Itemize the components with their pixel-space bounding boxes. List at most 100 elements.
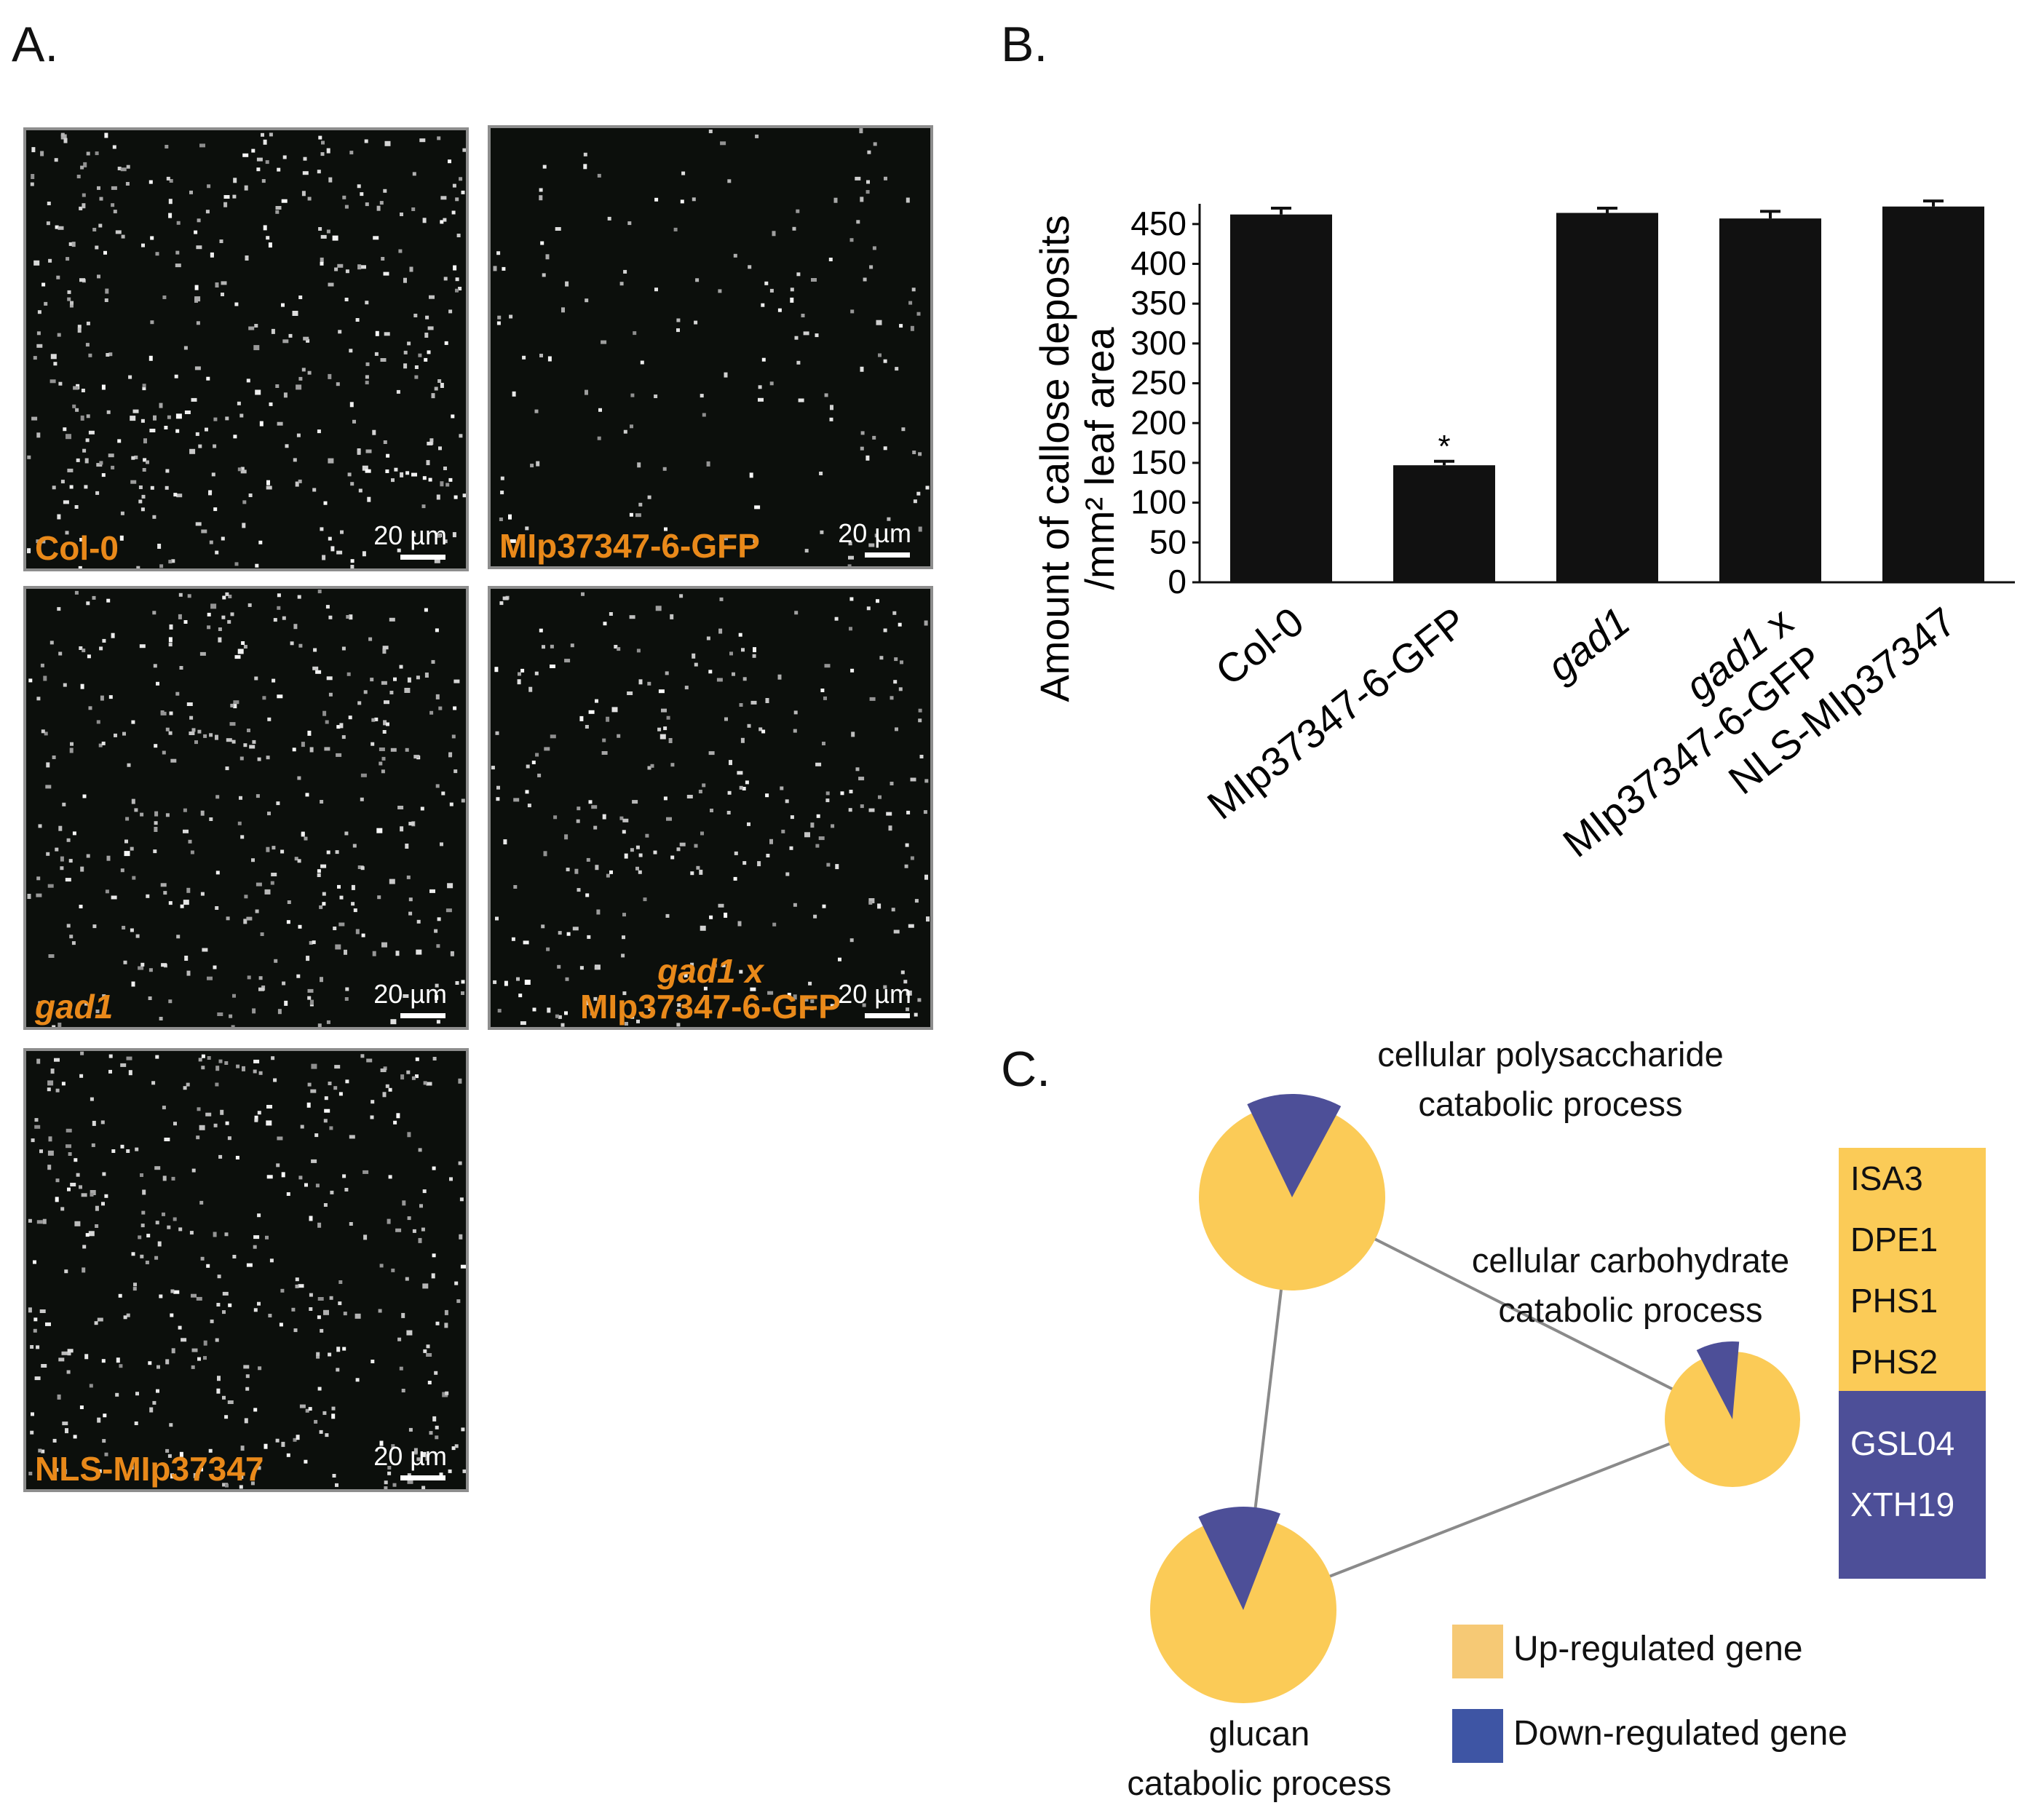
callose-speck [63, 1469, 68, 1475]
callose-speck [178, 1325, 182, 1330]
callose-speck [174, 374, 178, 378]
callose-speck [371, 1100, 375, 1104]
callose-speck [435, 1435, 439, 1440]
callose-speck [102, 1172, 106, 1176]
callose-speck [583, 164, 587, 170]
callose-speck [69, 748, 74, 753]
callose-speck [169, 1423, 173, 1427]
pie-down-slice [1247, 1094, 1342, 1197]
callose-speck [71, 941, 76, 945]
callose-speck [316, 1352, 320, 1356]
callose-speck [535, 753, 539, 757]
callose-speck [502, 266, 506, 271]
callose-speck [292, 311, 298, 316]
callose-speck [654, 394, 658, 398]
callose-speck [263, 139, 267, 145]
callose-speck [355, 318, 360, 322]
callose-speck [226, 916, 230, 921]
callose-speck [564, 834, 569, 840]
callose-speck [539, 354, 543, 357]
callose-speck [534, 409, 539, 413]
callose-speck [183, 808, 187, 812]
callose-speck [363, 1170, 369, 1174]
callose-speck [425, 1454, 429, 1459]
callose-speck [175, 263, 181, 268]
callose-speck [140, 507, 145, 512]
callose-speck [197, 1357, 201, 1361]
callose-speck [168, 999, 173, 1004]
callose-speck [663, 726, 668, 731]
callose-speck [120, 1144, 124, 1149]
callose-speck [294, 857, 298, 861]
callose-speck [304, 836, 308, 841]
callose-speck [397, 806, 404, 809]
callose-speck [694, 844, 698, 848]
callose-speck [362, 551, 366, 557]
callose-speck [749, 472, 753, 478]
callose-speck [906, 810, 911, 814]
callose-speck [79, 905, 83, 908]
callose-speck [154, 821, 158, 825]
callose-speck [57, 514, 61, 520]
callose-speck [452, 532, 456, 538]
callose-speck [131, 456, 135, 460]
callose-speck [50, 1068, 55, 1074]
callose-speck [309, 1216, 313, 1221]
callose-speck [237, 467, 242, 472]
callose-speck [88, 706, 92, 710]
callose-speck [413, 755, 420, 759]
callose-speck [860, 197, 864, 202]
callose-speck [413, 314, 418, 317]
callose-speck [266, 846, 270, 852]
callose-speck [277, 1136, 283, 1141]
callose-speck [100, 695, 104, 701]
callose-speck [224, 1232, 229, 1237]
callose-speck [508, 514, 512, 520]
callose-speck [781, 829, 785, 833]
callose-speck [405, 471, 410, 475]
callose-speck [255, 563, 259, 568]
callose-speck [412, 533, 416, 537]
callose-speck [336, 1368, 340, 1372]
callose-speck [427, 1381, 432, 1384]
callose-speck [281, 1441, 285, 1447]
callose-speck [307, 996, 312, 1000]
callose-speck [647, 495, 651, 499]
callose-speck [46, 762, 50, 768]
callose-speck [213, 1123, 218, 1127]
callose-speck [338, 330, 342, 334]
gene-isa3: ISA3 [1850, 1159, 1923, 1197]
callose-speck [234, 655, 241, 659]
callose-speck [169, 711, 173, 715]
callose-speck [298, 643, 303, 648]
callose-speck [423, 1349, 427, 1353]
callose-speck [111, 186, 117, 190]
callose-speck [215, 282, 219, 288]
callose-speck [102, 994, 106, 998]
callose-speck [270, 881, 274, 885]
callose-speck [694, 662, 698, 667]
callose-speck [41, 1364, 47, 1368]
callose-speck [462, 493, 466, 498]
callose-speck [491, 766, 495, 770]
callose-speck [224, 1415, 229, 1419]
callose-speck [638, 870, 642, 874]
callose-speck [448, 477, 453, 482]
callose-speck [670, 763, 675, 767]
callose-speck [370, 1115, 374, 1119]
callose-speck [440, 220, 444, 224]
callose-speck [309, 1307, 313, 1311]
callose-speck [726, 811, 731, 814]
callose-speck [175, 691, 180, 696]
callose-speck [207, 976, 213, 980]
callose-speck [298, 1284, 304, 1288]
callose-speck [426, 1353, 432, 1357]
callose-speck [384, 332, 390, 336]
callose-speck [360, 265, 366, 269]
callose-speck [419, 1204, 423, 1208]
callose-speck [45, 785, 52, 789]
callose-speck [752, 654, 756, 658]
callose-speck [636, 649, 641, 653]
callose-speck [239, 756, 244, 761]
